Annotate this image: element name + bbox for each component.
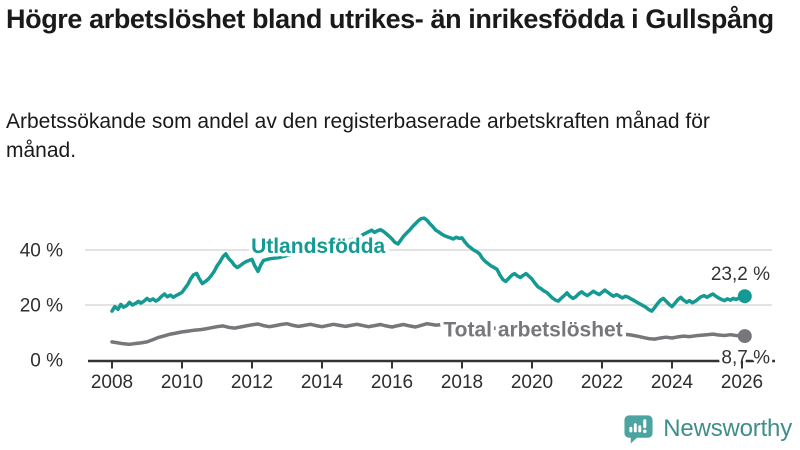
chart-title: Högre arbetslöshet bland utrikes- än inr… (6, 4, 774, 34)
x-tick-label: 2010 (161, 372, 203, 393)
newsworthy-wordmark: Newsworthy (663, 414, 792, 442)
value-label-total: 8,7 % (721, 348, 770, 369)
y-tick-label: 40 % (20, 241, 63, 262)
value-label-utlandsfodda: 23,2 % (711, 264, 770, 285)
series-total-line (110, 321, 747, 347)
x-tick-label: 2024 (651, 372, 694, 393)
series-label-utlandsfodda: Utlandsfödda (251, 235, 385, 258)
series-label-total: Total arbetslöshet (443, 318, 622, 341)
x-tick-label: 2018 (441, 372, 483, 393)
end-dot-utlandsfodda (737, 289, 752, 304)
newsworthy-icon (624, 415, 653, 444)
x-tick-label: 2026 (721, 372, 763, 393)
x-tick-label: 2008 (91, 372, 133, 393)
y-tick-label: 0 % (30, 351, 63, 372)
chart-subtitle: Arbetssökande som andel av den registerb… (6, 110, 710, 162)
x-tick-label: 2012 (231, 372, 273, 393)
newsworthy-logo[interactable]: Newsworthy (623, 413, 792, 444)
end-dot-total (737, 329, 752, 344)
series-utlandsfodda-line (110, 216, 747, 313)
y-tick-label: 20 % (20, 296, 63, 317)
x-tick-label: 2020 (511, 372, 553, 393)
x-tick-label: 2016 (371, 372, 413, 393)
x-tick-label: 2014 (301, 372, 344, 393)
x-tick-label: 2022 (581, 372, 623, 393)
